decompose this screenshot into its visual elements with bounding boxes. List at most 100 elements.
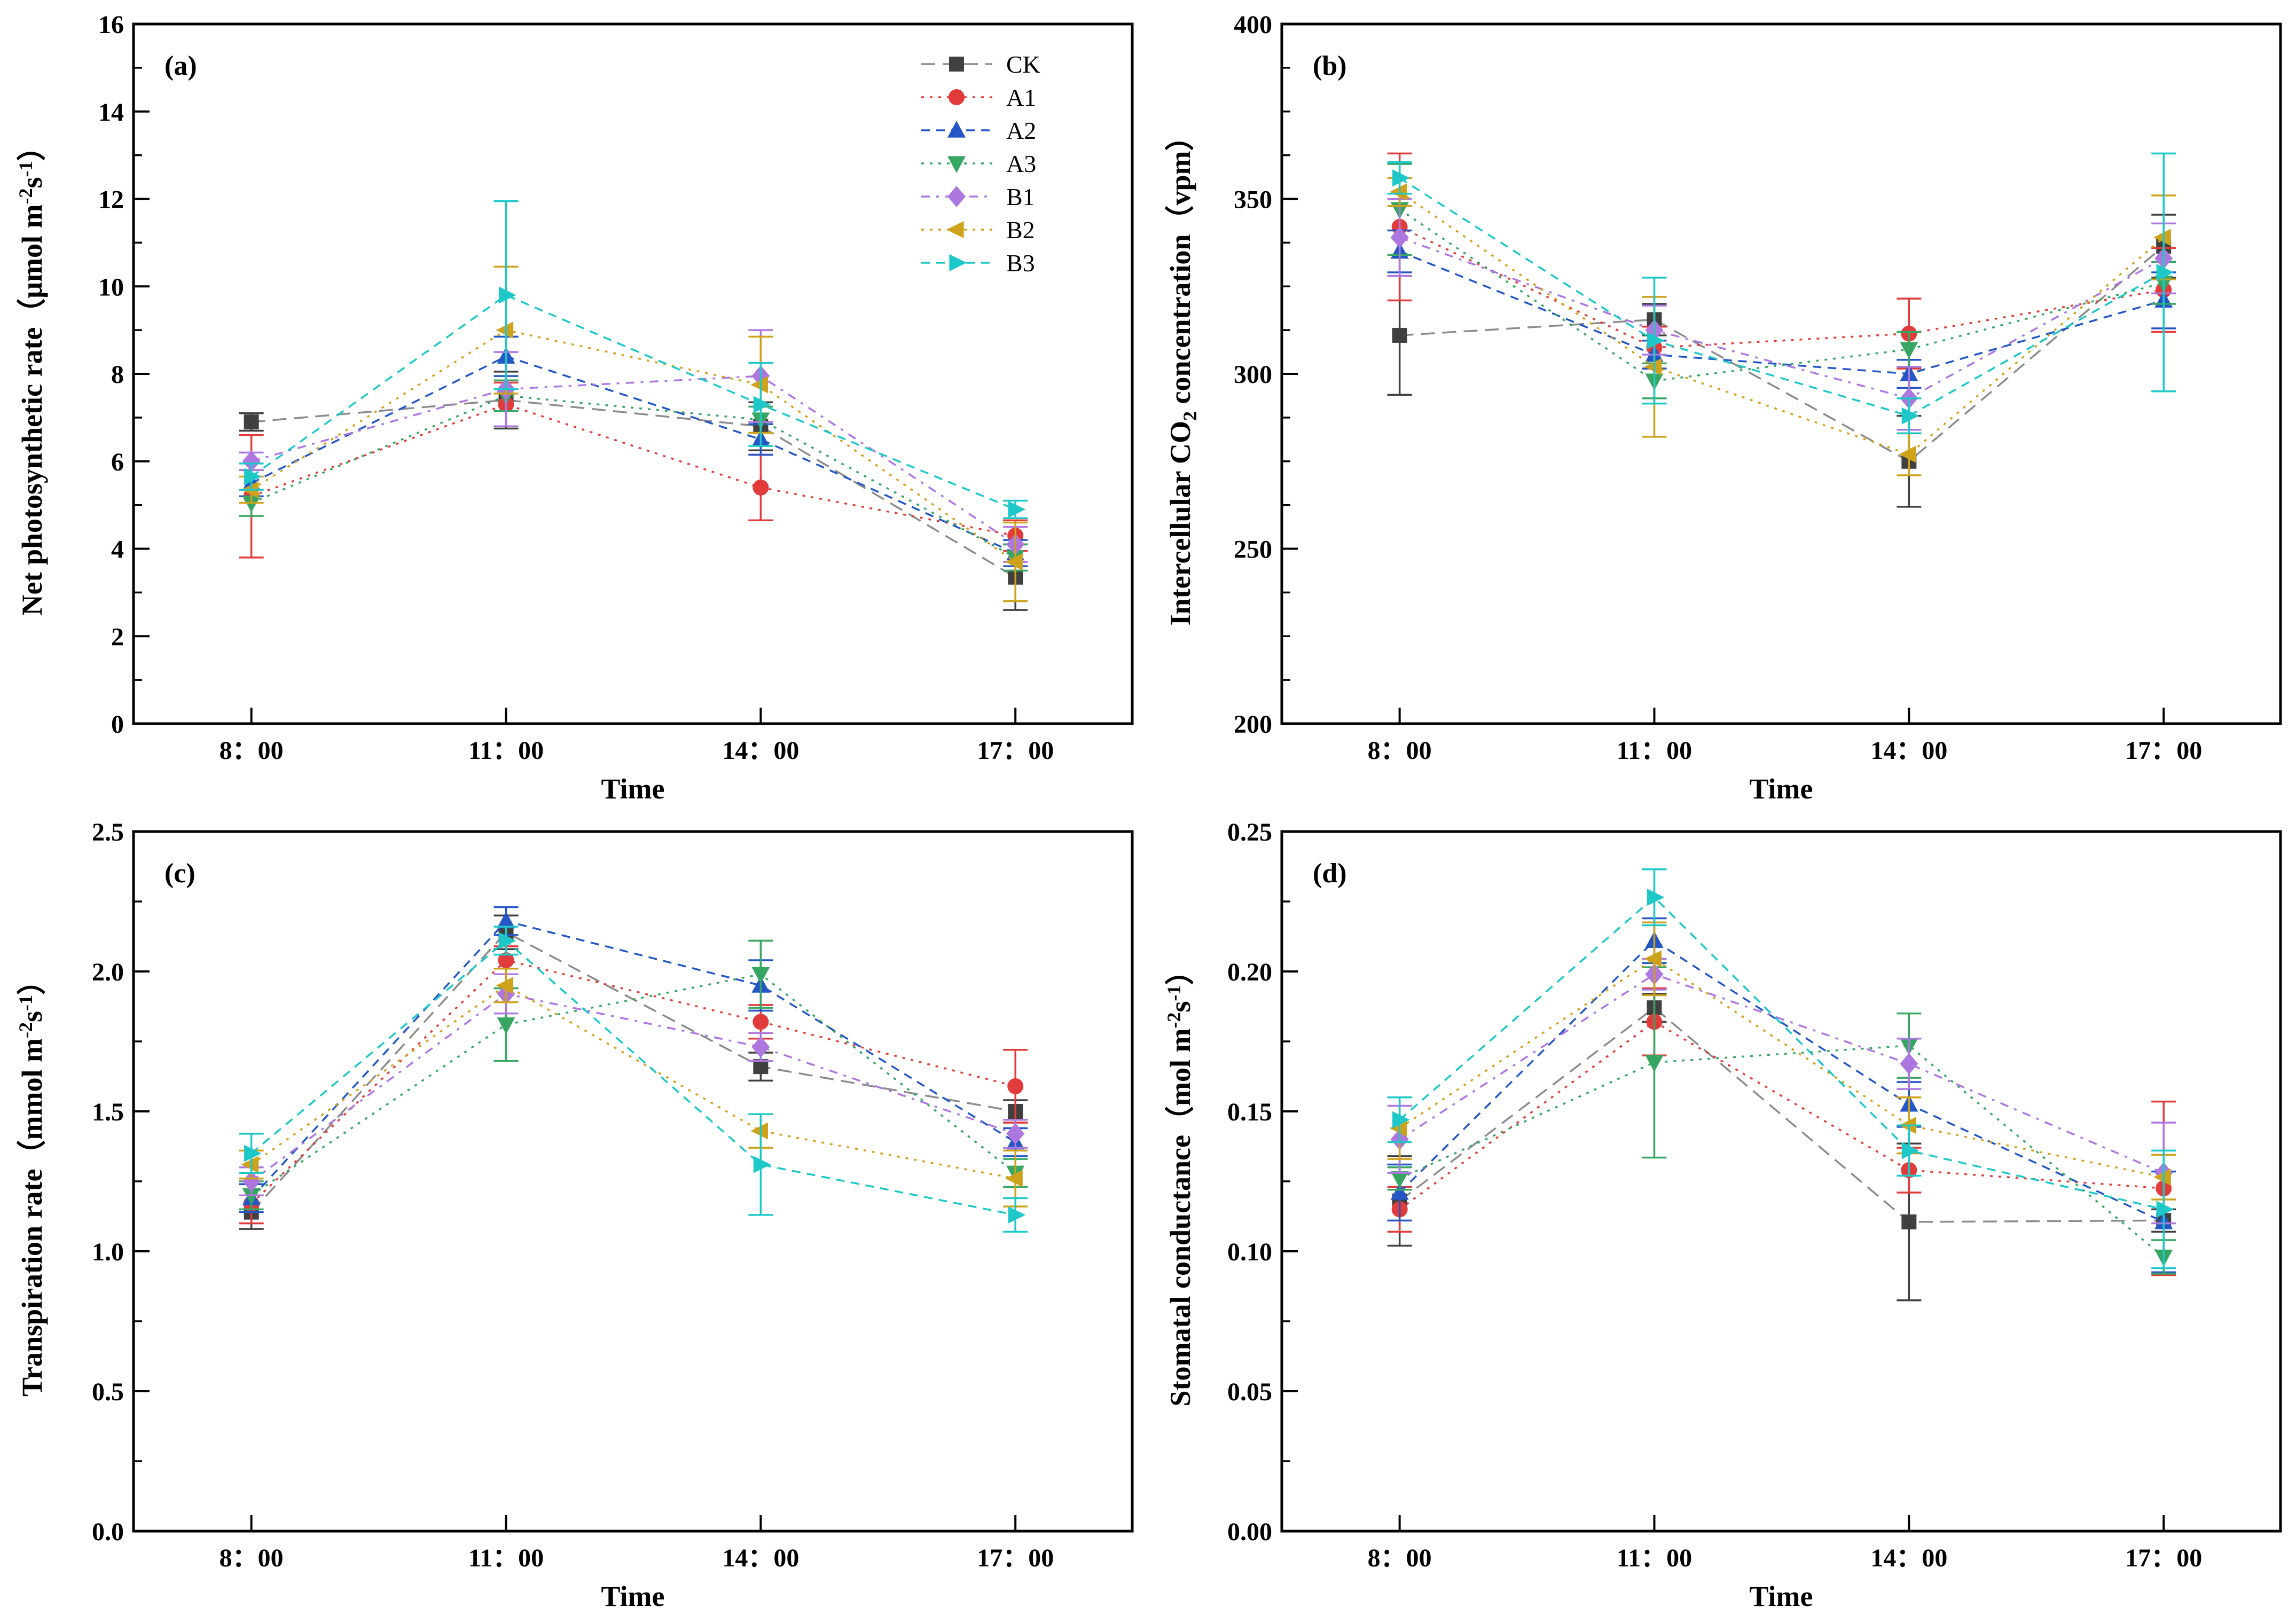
legend-label-B3: B3 — [1006, 249, 1035, 277]
y-tick-label: 400 — [1234, 11, 1272, 39]
marker-B2 — [750, 1122, 768, 1140]
chart-svg-b: 200 250 300 350 400 8：00 11：00 14：00 17：00 Time In… — [1164, 11, 2282, 805]
plot-frame — [132, 830, 1134, 1533]
x-axis-title: Time — [601, 1580, 665, 1612]
plot-frame — [1280, 22, 2282, 725]
marker-B3 — [1901, 407, 1919, 425]
legend-marker-CK — [949, 57, 964, 72]
marker-B2 — [1389, 183, 1407, 201]
axes: 0.00 0.05 0.10 0.15 0.20 0.25 8：00 11：00 14：00 17… — [1227, 818, 2202, 1572]
x-tick-label: 17：00 — [2125, 1544, 2202, 1572]
series-line — [1399, 958, 2164, 1178]
marker-A3 — [1390, 1171, 1409, 1188]
marker-A3 — [242, 495, 261, 513]
marker-B1 — [1006, 1123, 1025, 1144]
series-line — [250, 329, 1016, 563]
marker-B2 — [1005, 553, 1023, 571]
series-A2 — [239, 335, 1028, 567]
x-tick-label: 14：00 — [722, 1544, 799, 1572]
y-tick-label: 2.5 — [92, 818, 124, 846]
panel-d: 0.00 0.05 0.10 0.15 0.20 0.25 8：00 11：00 14：00 17… — [1148, 807, 2296, 1615]
series-B1 — [1387, 198, 2176, 431]
series-A3 — [239, 379, 1028, 572]
marker-B2 — [241, 1156, 259, 1173]
marker-B3 — [244, 1144, 262, 1162]
marker-B2 — [496, 322, 514, 339]
legend-label-B1: B1 — [1006, 183, 1035, 210]
legend-marker-A3 — [947, 156, 966, 173]
y-tick-label: 0.05 — [1227, 1378, 1272, 1406]
y-tick-label: 0.5 — [92, 1378, 124, 1406]
x-tick-label: 8：00 — [220, 736, 284, 765]
chart-svg-a: 0 2 4 6 8 10 12 14 16 8：00 11：00 14：00 17：00 Time Net … — [15, 11, 1134, 805]
y-tick-label: 250 — [1234, 536, 1272, 564]
axes: 200 250 300 350 400 8：00 11：00 14：00 17：00 — [1234, 11, 2202, 765]
series-B2 — [239, 968, 1028, 1208]
x-axis-title: Time — [1750, 1580, 1813, 1612]
series-CK — [1387, 993, 2176, 1302]
series-B1 — [1387, 958, 2176, 1225]
marker-B2 — [1644, 950, 1662, 968]
marker-B3 — [753, 1156, 771, 1173]
series-A1 — [239, 381, 1028, 559]
y-tick-label: 0.00 — [1227, 1518, 1272, 1546]
panel-c: 0.0 0.5 1.0 1.5 2.0 2.5 8：00 11：00 14：00 17：00 Tim… — [0, 807, 1148, 1615]
series-B2 — [1387, 921, 2176, 1201]
panel-letter: (c) — [164, 858, 195, 889]
marker-CK — [244, 414, 259, 430]
x-tick-label: 17：00 — [977, 736, 1054, 765]
marker-B2 — [496, 977, 514, 994]
y-tick-label: 2.0 — [92, 958, 124, 986]
marker-A3 — [497, 1017, 515, 1034]
y-tick-label: 6 — [111, 448, 124, 476]
marker-B1 — [242, 450, 261, 472]
series-line — [250, 984, 1016, 1180]
series-line — [1399, 250, 2164, 375]
marker-B3 — [1647, 889, 1665, 906]
legend-marker-B2 — [946, 221, 964, 238]
axes: 0 2 4 6 8 10 12 14 16 8：00 11：00 14：00 17：00 — [98, 11, 1054, 765]
series-B3 — [1387, 152, 2176, 435]
marker-B1 — [751, 1036, 770, 1058]
y-tick-label: 0.10 — [1227, 1238, 1272, 1266]
x-tick-label: 14：00 — [1870, 736, 1947, 765]
marker-B3 — [498, 286, 516, 304]
y-axis-title: Stomatal conductance（mol m-2s-1） — [1163, 957, 1196, 1407]
x-axis-title: Time — [601, 773, 665, 805]
series-line — [1399, 896, 2164, 1211]
x-tick-label: 8：00 — [1368, 1544, 1432, 1572]
y-tick-label: 0.15 — [1227, 1098, 1272, 1126]
y-axis-title: Intercellular CO2 concentration（vpm） — [1164, 122, 1201, 626]
x-tick-label: 8：00 — [1368, 736, 1432, 765]
marker-A2 — [1390, 1182, 1409, 1200]
y-tick-label: 4 — [111, 536, 124, 564]
legend-label-A1: A1 — [1006, 84, 1036, 111]
marker-B2 — [1899, 445, 1916, 463]
legend-marker-A2 — [947, 121, 966, 138]
series-B2 — [239, 265, 1028, 602]
legend-label-B2: B2 — [1006, 216, 1035, 244]
legend: CK A1 A2 A3 B1 B2 B3 — [921, 51, 1040, 277]
series-line — [1399, 939, 2164, 1223]
marker-B2 — [2153, 229, 2171, 246]
marker-A1 — [753, 1014, 769, 1030]
series-line — [1399, 236, 2165, 399]
x-axis-title: Time — [1750, 773, 1813, 805]
series-B3 — [239, 200, 1028, 519]
series-line — [250, 993, 1016, 1182]
series-line — [250, 355, 1016, 554]
marker-CK — [1901, 1214, 1917, 1229]
series-A1 — [1387, 987, 2176, 1276]
marker-B3 — [2156, 264, 2174, 281]
marker-B1 — [242, 1171, 261, 1192]
y-tick-label: 0.0 — [92, 1518, 124, 1546]
marker-B3 — [1392, 1111, 1410, 1128]
y-tick-label: 300 — [1234, 360, 1272, 389]
marker-B3 — [1008, 1206, 1026, 1224]
series-line — [1399, 177, 2165, 417]
series-A2 — [1387, 229, 2176, 389]
x-tick-label: 11：00 — [1617, 736, 1692, 765]
series-line — [1399, 1006, 2164, 1223]
marker-A1 — [1007, 1078, 1024, 1094]
series-line — [251, 403, 1016, 537]
